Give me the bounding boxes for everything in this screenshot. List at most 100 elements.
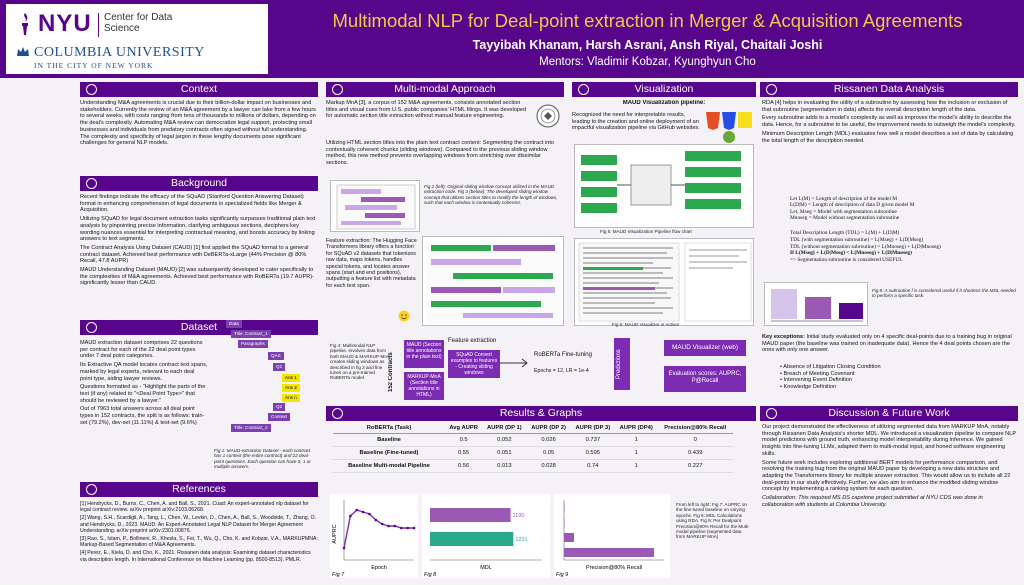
- section-title: Rissanen Data Analysis: [833, 83, 945, 95]
- tree-node: Ans 1: [282, 374, 300, 382]
- deal-point-list: • Absence of Litigation Closing Conditio…: [780, 364, 1010, 400]
- multimodal-paragraph-2: Utilizing HTML section titles into the p…: [326, 140, 555, 167]
- column-header: RoBERTa (Task): [333, 423, 445, 434]
- data-point: [412, 526, 416, 530]
- section-header-visualization: Visualization: [572, 82, 756, 97]
- section-title: References: [172, 483, 226, 495]
- discussion-paragraph-2: Some future work includes exploring addi…: [762, 459, 1011, 493]
- equation-line: Mnoseg = Model without segmentation subr…: [790, 215, 900, 222]
- web-tech-icons: [706, 112, 752, 143]
- visualization-heading: MAUD Visualization pipeline:: [622, 100, 706, 106]
- table-row: Baseline Multi-modal Pipeline 0.56 0.013…: [333, 459, 733, 473]
- table-cell: 0.74: [570, 459, 615, 473]
- bar: [564, 518, 565, 527]
- arrow-right-icon: [500, 358, 528, 368]
- table-cell: Baseline: [333, 433, 445, 447]
- mentors: Mentors: Vladimir Kobzar, Kyunghyun Cho: [539, 56, 756, 68]
- pipeline-contracts-label: 152 Contracts: [388, 352, 394, 392]
- fig5-caption: Fig 5: MAUD Visualization Pipeline flow …: [600, 229, 692, 234]
- mdl-equations: Let L(M) = Length of description of the …: [790, 196, 986, 250]
- rissanen-paragraph-2: Every subroutine adds to a model's compl…: [762, 115, 1016, 129]
- visualization-text: Recognized the need for interpretable re…: [572, 112, 700, 140]
- table-cell: 0: [657, 433, 733, 447]
- column-header: AUPR (DP 3): [570, 423, 615, 434]
- equation-line: TDL (without segmentation subroutine) = …: [790, 243, 941, 250]
- pipeline-finetune-label: RoBERTa Fine-tuning: [534, 352, 592, 358]
- background-paragraph-3: The Contract Analysis Using Dataset (CAU…: [80, 244, 309, 265]
- tree-node: Data: [226, 320, 242, 328]
- monitor-icon: [578, 84, 589, 95]
- list-item: • Knowledge Definition: [780, 384, 837, 391]
- reference-item: [4] Perez, E., Kiela, D. and Cho, K., 20…: [80, 550, 311, 563]
- data-label: 1231: [515, 537, 527, 543]
- authors: Tayyibah Khanam, Harsh Asrani, Ansh Riya…: [472, 38, 823, 52]
- discussion-paragraph-3: Collaboration: This required MS DS capst…: [762, 495, 983, 508]
- equation-line: Let, Mseg = Model with segmentation subr…: [790, 208, 897, 215]
- table-cell: Baseline Multi-modal Pipeline: [333, 459, 445, 473]
- table-row: Baseline (Fine-tuned) 0.55 0.051 0.05 0.…: [333, 446, 733, 460]
- key-exceptions-title: Key exceptions:: [762, 334, 805, 340]
- equation-line: If L(Mseg) + L(D|Mseg) < L(Mnoseg) + L(D…: [790, 250, 912, 257]
- multimodal-text: Markup MnA [3], a corpus of 152 M&A agre…: [326, 100, 530, 170]
- section-title: Dataset: [180, 321, 218, 333]
- section-header-background: Background: [80, 176, 318, 191]
- section-header-context: Context: [80, 82, 318, 97]
- data-point: [368, 512, 371, 516]
- chart-icon: [766, 84, 777, 95]
- section-title: Multi-modal Approach: [394, 83, 496, 95]
- table-cell: 0.737: [570, 433, 615, 447]
- dataset-fig-caption: Fig 1: MAUD extraction Dataset - each co…: [214, 448, 311, 470]
- columbia-subtitle: IN THE CITY OF NEW YORK: [34, 61, 154, 70]
- logo-divider: [98, 13, 99, 37]
- chart-title: Fig 7: [332, 572, 345, 578]
- section-title: Context: [180, 83, 218, 95]
- data-point: [342, 546, 346, 550]
- tdl-equations: Total Description Length (TDL) = L(M) + …: [790, 230, 1000, 278]
- reference-item: [1] Hendrycks, D., Burns, C., Chen, A. a…: [80, 501, 309, 514]
- list-item-label: Intervening Event Definition: [783, 377, 852, 384]
- results-table: RoBERTa (Task) Avg AUPR AUPR (DP 1) AUPR…: [333, 423, 733, 473]
- series-line: [343, 509, 414, 549]
- equation-line: L(D|M) = Length of description of data D…: [790, 202, 915, 209]
- database-icon: [86, 322, 97, 333]
- book-icon: [86, 484, 97, 495]
- columbia-logo: Columbia University: [34, 45, 205, 60]
- results-side-caption: From left to right: Fig 7: AUPRC on the …: [676, 502, 750, 540]
- column-header: AUPR (DP4): [614, 423, 658, 434]
- sliding-window-caption: Fig 2 (left): Original sliding window co…: [424, 184, 558, 206]
- data-point: [406, 526, 409, 530]
- background-paragraph-1: Recent findings indicate the efficacy of…: [80, 194, 304, 214]
- table-cell: Baseline (Fine-tuned): [333, 446, 445, 460]
- list-item-label: Absence of Litigation Closing Condition: [783, 364, 881, 370]
- table-cell: 1: [614, 446, 658, 460]
- tree-node: Q2: [273, 403, 286, 411]
- visualization-paragraph: Recognized the need for interpretable re…: [572, 112, 700, 132]
- list-item: • Breach of Meeting Covenant: [780, 370, 855, 377]
- section-header-references: References: [80, 482, 318, 497]
- clock-icon: [86, 178, 97, 189]
- bar: [564, 548, 654, 557]
- table-cell: 1: [614, 459, 658, 473]
- pipeline-maud-box: MAUD (Section title annotations in the p…: [404, 340, 444, 368]
- pipeline-feature-label: Feature extraction: [448, 338, 497, 344]
- columbia-crown-icon: [17, 47, 29, 56]
- dataset-paragraph-4: Out of 7963 total answers across all dea…: [80, 406, 205, 426]
- background-text: Recent findings indicate the efficacy of…: [80, 194, 318, 316]
- nyu-torch-icon: [22, 13, 28, 35]
- rda-fig: [764, 282, 868, 326]
- list-item: • Intervening Event Definition: [780, 377, 852, 384]
- bar: [430, 508, 511, 522]
- tree-node: Title: Contract_2: [231, 424, 271, 432]
- chat-icon: [766, 408, 777, 419]
- hugging-face-icon: [398, 310, 410, 322]
- tree-node: Paragraphs: [238, 340, 268, 348]
- list-item-label: Breach of Meeting Covenant: [783, 370, 855, 377]
- eye-icon: [86, 84, 97, 95]
- equation-line: Let L(M) = Length of description of the …: [790, 196, 898, 202]
- dataset-text: MAUD extraction dataset comprises 22 que…: [80, 340, 208, 478]
- pipeline-caption: Fig 4: Multimodal NLP pipeline. Involves…: [330, 343, 392, 381]
- logo-panel: NYU Center for Data Science Columbia Uni…: [6, 4, 268, 74]
- fig8-bar-chart: 1190 1231 MDL Fig 8: [422, 494, 550, 578]
- rissanen-paragraph-1: RDA [4] helps in evaluating the utility …: [762, 100, 1008, 113]
- column-header: AUPR (DP 2): [526, 423, 571, 434]
